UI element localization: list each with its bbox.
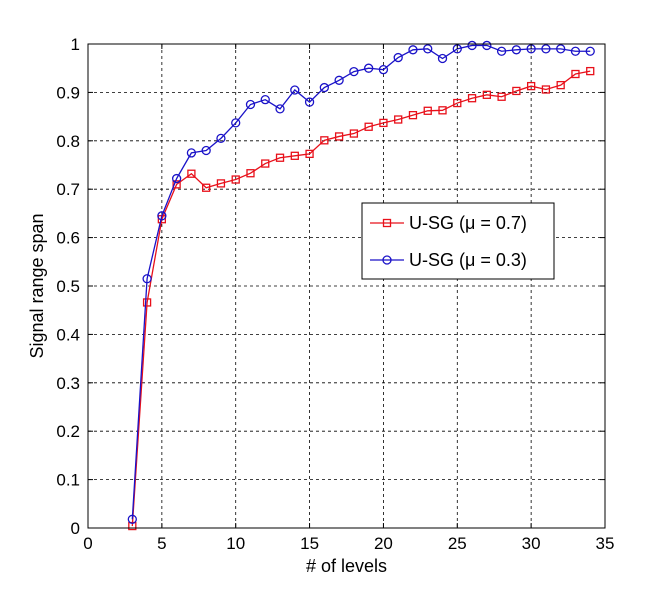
y-tick-label: 0.9: [56, 83, 80, 102]
y-tick-label: 0.7: [56, 180, 80, 199]
data-point: [408, 45, 418, 55]
y-tick-label: 0.1: [56, 471, 80, 490]
data-point: [379, 118, 388, 128]
y-tick-label: 0.6: [56, 229, 80, 248]
data-point: [320, 136, 329, 145]
data-point: [187, 169, 196, 178]
data-point: [304, 97, 315, 107]
x-tick-label: 5: [157, 534, 166, 553]
series-line: [131, 44, 591, 520]
data-point: [423, 44, 433, 54]
data-point: [142, 298, 152, 307]
data-point: [290, 85, 300, 95]
data-point: [570, 46, 581, 56]
data-point: [511, 45, 522, 55]
data-point: [393, 52, 403, 63]
data-point: [585, 46, 595, 56]
data-point: [453, 98, 462, 108]
data-point: [349, 129, 359, 138]
data-point: [394, 115, 403, 124]
x-tick-label: 30: [522, 534, 541, 553]
data-point: [541, 44, 551, 54]
data-point: [556, 80, 565, 90]
legend-entry: U-SG (μ = 0.3): [370, 250, 527, 270]
x-tick-label: 0: [83, 534, 92, 553]
data-point: [171, 173, 182, 184]
legend-entry: U-SG (μ = 0.7): [370, 213, 527, 233]
x-tick-label: 25: [448, 534, 467, 553]
data-point: [378, 65, 389, 75]
data-point: [261, 159, 270, 168]
data-point: [275, 153, 285, 162]
data-point: [482, 40, 492, 51]
grid-lines: [88, 44, 605, 528]
legend-marker: [382, 218, 392, 228]
data-point: [497, 92, 506, 101]
data-point: [334, 75, 344, 85]
x-tick-label: 10: [226, 534, 245, 553]
axis-ticks: 0 5 10 15 20 25 30 35 0 0.1 0.2 0.3 0.4 0.5 0.6 0.7 0.8 0…: [56, 35, 614, 553]
legend-label: U-SG (μ = 0.7): [409, 213, 527, 233]
legend-label: U-SG (μ = 0.3): [409, 250, 527, 270]
data-point: [319, 82, 329, 93]
x-tick-label: 15: [300, 534, 319, 553]
data-point: [216, 133, 226, 144]
data-point: [246, 169, 255, 178]
y-tick-label: 0.4: [56, 325, 80, 344]
data-point: [512, 86, 521, 96]
data-point: [202, 183, 211, 192]
series-2: [127, 40, 595, 524]
data-point: [349, 66, 359, 77]
data-point: [128, 521, 137, 531]
data-point: [571, 69, 580, 79]
data-point: [216, 179, 226, 188]
x-axis-label: # of levels: [306, 556, 387, 576]
data-point: [157, 211, 167, 221]
data-point: [438, 106, 447, 115]
y-tick-label: 1: [71, 35, 80, 54]
data-point: [260, 95, 270, 105]
data-point: [305, 149, 314, 159]
data-point: [423, 106, 432, 115]
x-tick-label: 20: [374, 534, 393, 553]
y-tick-label: 0.3: [56, 374, 80, 393]
data-point: [556, 44, 566, 54]
series-1: [128, 66, 595, 531]
series-line: [131, 70, 591, 527]
data-point: [482, 90, 491, 99]
y-tick-label: 0.8: [56, 132, 80, 151]
y-tick-label: 0.5: [56, 277, 80, 296]
data-point: [408, 110, 418, 120]
data-point: [290, 151, 299, 160]
y-tick-label: 0.2: [56, 422, 80, 441]
x-tick-label: 35: [596, 534, 615, 553]
data-point: [201, 145, 211, 156]
data-point: [364, 63, 374, 73]
data-point: [364, 122, 373, 131]
data-point: [496, 46, 507, 56]
legend-box: [361, 202, 555, 280]
y-axis-label: Signal range span: [27, 213, 47, 358]
legend: U-SG (μ = 0.7) U-SG (μ = 0.3): [361, 202, 555, 280]
series-layer: [127, 40, 595, 531]
data-point: [586, 66, 595, 76]
data-point: [231, 118, 241, 128]
data-point: [275, 104, 285, 114]
legend-marker: [382, 255, 392, 265]
y-tick-label: 0: [71, 519, 80, 538]
data-point: [334, 132, 344, 141]
data-point: [186, 148, 197, 158]
data-point: [127, 514, 137, 524]
data-point: [172, 180, 181, 189]
data-point: [231, 175, 240, 184]
data-point: [142, 274, 152, 284]
data-point: [541, 85, 551, 94]
data-point: [467, 94, 477, 103]
data-point: [437, 53, 448, 64]
data-point: [467, 40, 477, 51]
data-point: [245, 99, 256, 110]
data-point: [526, 81, 536, 91]
